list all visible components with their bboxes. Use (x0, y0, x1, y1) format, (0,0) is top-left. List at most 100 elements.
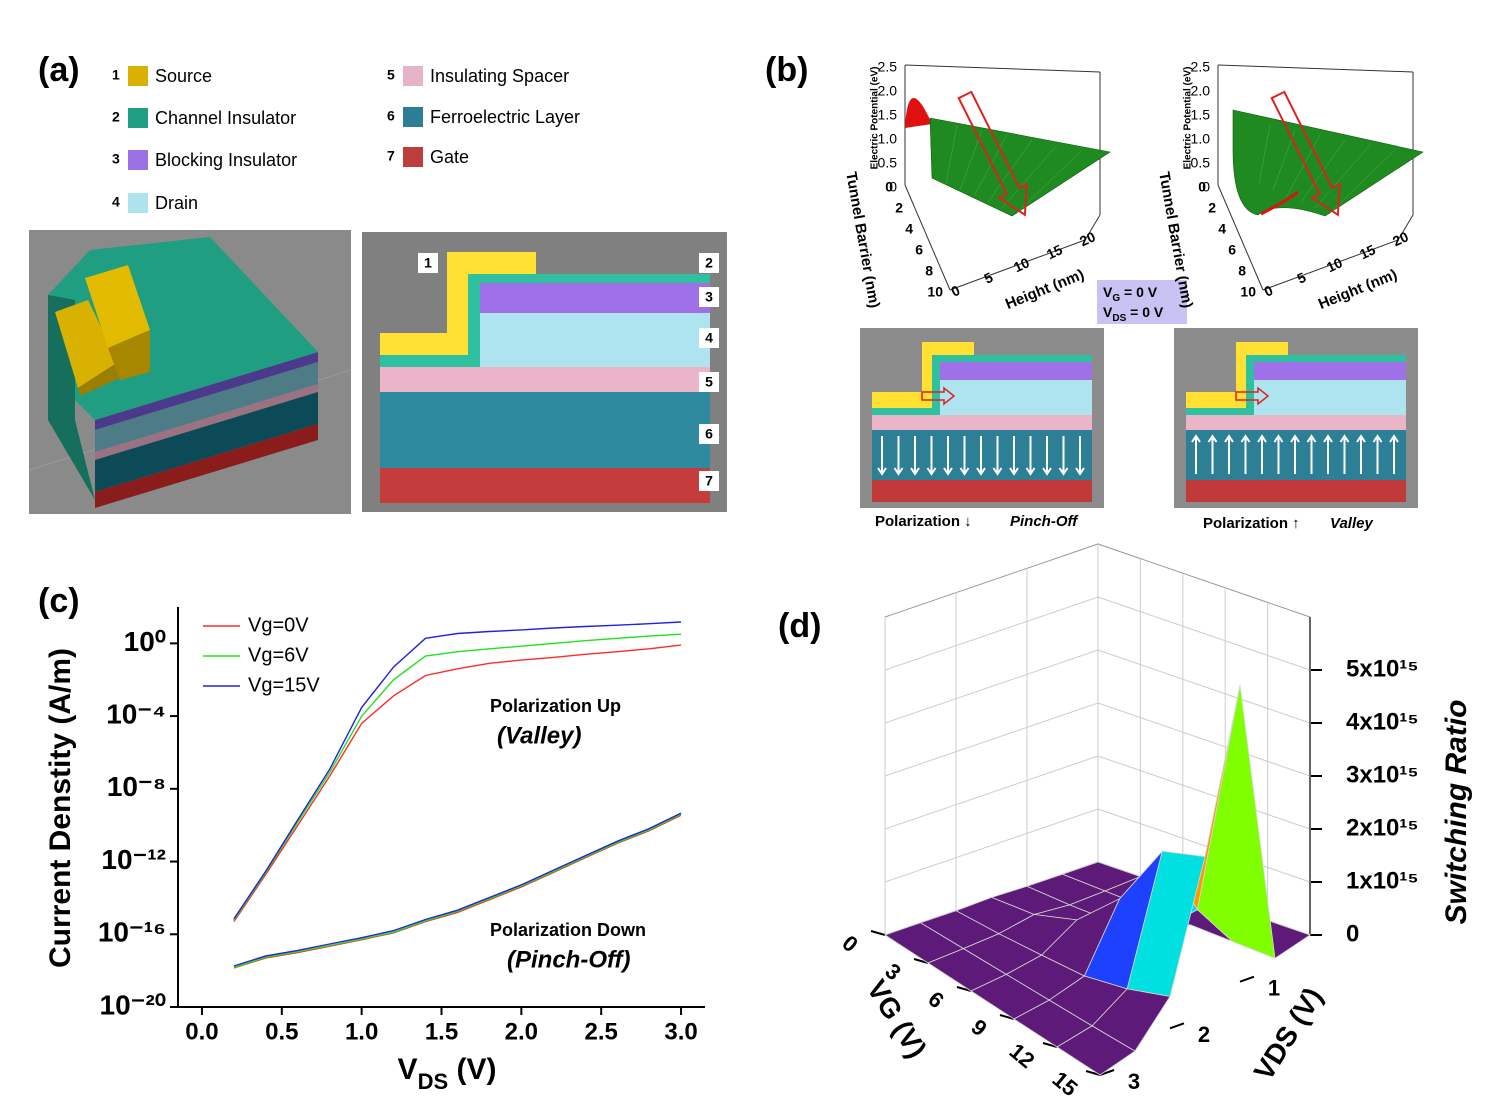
polarization-arrowhead (1306, 434, 1317, 443)
y-tick-label: 10⁻²⁰ (100, 989, 166, 1020)
y-tick-label: 15 (1048, 1066, 1083, 1099)
x-tick-label: 1 (1268, 975, 1280, 1000)
mini-source (872, 342, 974, 408)
data-line (233, 814, 682, 969)
side-face (48, 295, 95, 500)
polarization-arrowhead (893, 467, 904, 476)
surface-cell (1056, 1025, 1136, 1076)
layer-face (95, 424, 318, 508)
legend-swatch (128, 150, 148, 170)
polarization-arrowhead (1025, 467, 1036, 476)
z-tick-label: 5x10¹⁵ (1346, 655, 1419, 682)
polarization-arrowhead (1290, 434, 1300, 443)
source-block (55, 300, 118, 388)
ferroelectric-layer (380, 392, 710, 468)
mini-blocking (1254, 362, 1406, 380)
mini-gate (1186, 480, 1406, 502)
y-axis-title: Current Denstity (A/m) (44, 648, 77, 968)
data-line (233, 644, 682, 922)
plot-frame (1217, 184, 1264, 291)
drain-layer (480, 313, 710, 367)
x-tick-label: 0 (1262, 282, 1276, 300)
number-box (699, 372, 719, 392)
text-part: G (1112, 293, 1120, 304)
x-tick (1239, 975, 1255, 983)
state-polarization: Polarization ↑ (1203, 515, 1300, 532)
mini-channel (872, 355, 1092, 415)
polarization-arrowhead (877, 467, 887, 476)
layer-face (95, 392, 318, 492)
text-part: V (1103, 284, 1113, 300)
z-tick-label: 4x10¹⁵ (1346, 708, 1419, 735)
y-tick-label: 10⁻¹² (101, 844, 166, 875)
surface-grid (1286, 134, 1321, 197)
legend-number: 4 (112, 194, 120, 210)
polarization-arrowhead (1207, 434, 1218, 443)
y-axis-title: VG (V) (861, 974, 933, 1063)
y-tick-label: 6 (1228, 242, 1236, 258)
x-axis-title: Height (nm) (1003, 266, 1087, 313)
polarization-arrowhead (1191, 434, 1201, 443)
z-tick-label: 2.5 (1191, 59, 1211, 75)
potential-surface (929, 117, 1111, 217)
y-tick-label: 10⁰ (124, 626, 166, 657)
state-polarization: Polarization ↓ (875, 513, 972, 530)
text-part: = 0 V (1120, 284, 1158, 300)
x-tick-label: 20 (1077, 228, 1098, 249)
legend-number: 2 (112, 109, 120, 125)
plot-frame (949, 239, 1086, 291)
polarization-arrowhead (959, 467, 970, 476)
source-block (85, 265, 150, 348)
z-axis-title: Electric Potential (eV) (870, 67, 881, 170)
legend-label: Vg=6V (248, 644, 309, 666)
polarization-arrowhead (1224, 434, 1234, 443)
y-tick-label: 10 (927, 284, 943, 300)
data-line (233, 633, 682, 921)
number-box (699, 253, 719, 273)
x-axis-title: VDS (V) (1248, 982, 1329, 1086)
z-tick-label: 2x10¹⁵ (1346, 814, 1419, 841)
text-part: = 0 V (1126, 304, 1164, 320)
x-tick (1169, 1022, 1185, 1030)
plot-frame (1397, 214, 1414, 241)
polarization-arrowhead (992, 467, 1003, 476)
polarization-arrowhead (926, 467, 937, 476)
text-part: DS (418, 1069, 449, 1094)
surface-grid (1272, 129, 1296, 191)
diagram-number: 1 (424, 255, 432, 271)
source-layer (380, 252, 536, 355)
text-part: V (398, 1053, 418, 1086)
polarization-arrowhead (1009, 467, 1019, 476)
polarization-arrowhead (1323, 434, 1333, 443)
plot-frame (904, 184, 951, 291)
state-mode: Valley (1330, 515, 1373, 532)
legend-swatch (403, 66, 423, 86)
legend-swatch (403, 147, 423, 167)
legend-label: Gate (430, 147, 469, 167)
annotation-detail: (Valley) (497, 722, 581, 749)
y-tick-label: 4 (905, 221, 913, 237)
plot-frame (1084, 214, 1101, 241)
surface-grid (1015, 149, 1083, 215)
legend-swatch (128, 108, 148, 128)
polarization-arrowhead (1273, 434, 1284, 443)
plot-frame (904, 64, 1101, 73)
mini-spacer (1186, 415, 1406, 430)
x-tick-label: 0.0 (185, 1018, 218, 1045)
mini-drain (940, 380, 1092, 415)
current-arrow (921, 386, 956, 406)
diagram-number: 3 (705, 289, 713, 305)
bias-label: VDS = 0 V (1103, 304, 1164, 324)
panel-label: (d) (778, 607, 821, 645)
x-tick-label: 3 (1128, 1069, 1140, 1094)
polarization-arrowhead (1257, 434, 1267, 443)
polarization-arrowhead (943, 467, 953, 476)
z-tick-label: 1.5 (878, 107, 898, 123)
x-axis-title: VDS (V) (398, 1053, 497, 1094)
legend-label: Vg=15V (248, 674, 320, 696)
y-tick (870, 930, 886, 936)
layer-face (95, 362, 318, 452)
source-block (108, 330, 150, 380)
legend-swatch (403, 107, 423, 127)
